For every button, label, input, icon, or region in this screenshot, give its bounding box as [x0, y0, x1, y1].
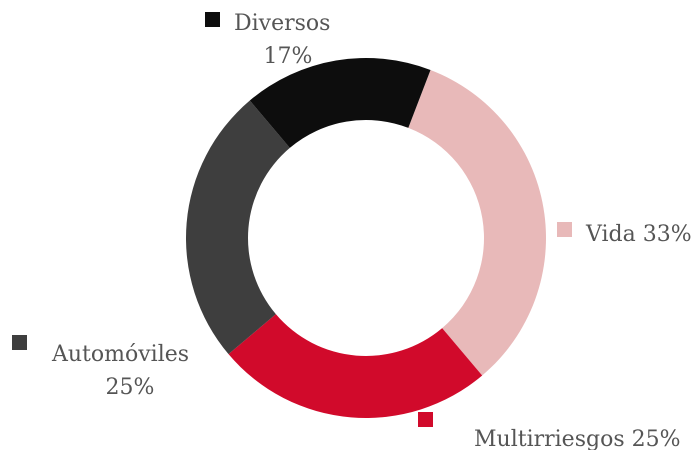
donut-slice	[186, 100, 290, 355]
donut-slice	[408, 69, 546, 376]
slice-label: Automóviles	[51, 342, 189, 367]
legend-swatch	[557, 222, 572, 237]
category-name: Vida	[585, 222, 636, 247]
value-label: 25%	[106, 375, 155, 400]
donut-slice	[228, 314, 483, 418]
donut-slice	[249, 58, 431, 148]
slice-label: Multirriesgos 25%	[474, 427, 681, 450]
slice-label: Diversos	[234, 11, 330, 36]
category-name: Automóviles	[51, 342, 189, 367]
slice-label: Vida 33%	[585, 222, 692, 247]
legend-swatch	[418, 412, 433, 427]
value-label: 17%	[264, 44, 313, 69]
slice-label: 17%	[264, 44, 313, 69]
legend-swatch	[12, 335, 27, 350]
legend-swatch	[205, 12, 220, 27]
slice-label: 25%	[106, 375, 155, 400]
value-label: 25%	[632, 427, 681, 450]
category-name: Multirriesgos	[474, 427, 625, 450]
value-label: 33%	[643, 222, 692, 247]
category-name: Diversos	[234, 11, 330, 36]
